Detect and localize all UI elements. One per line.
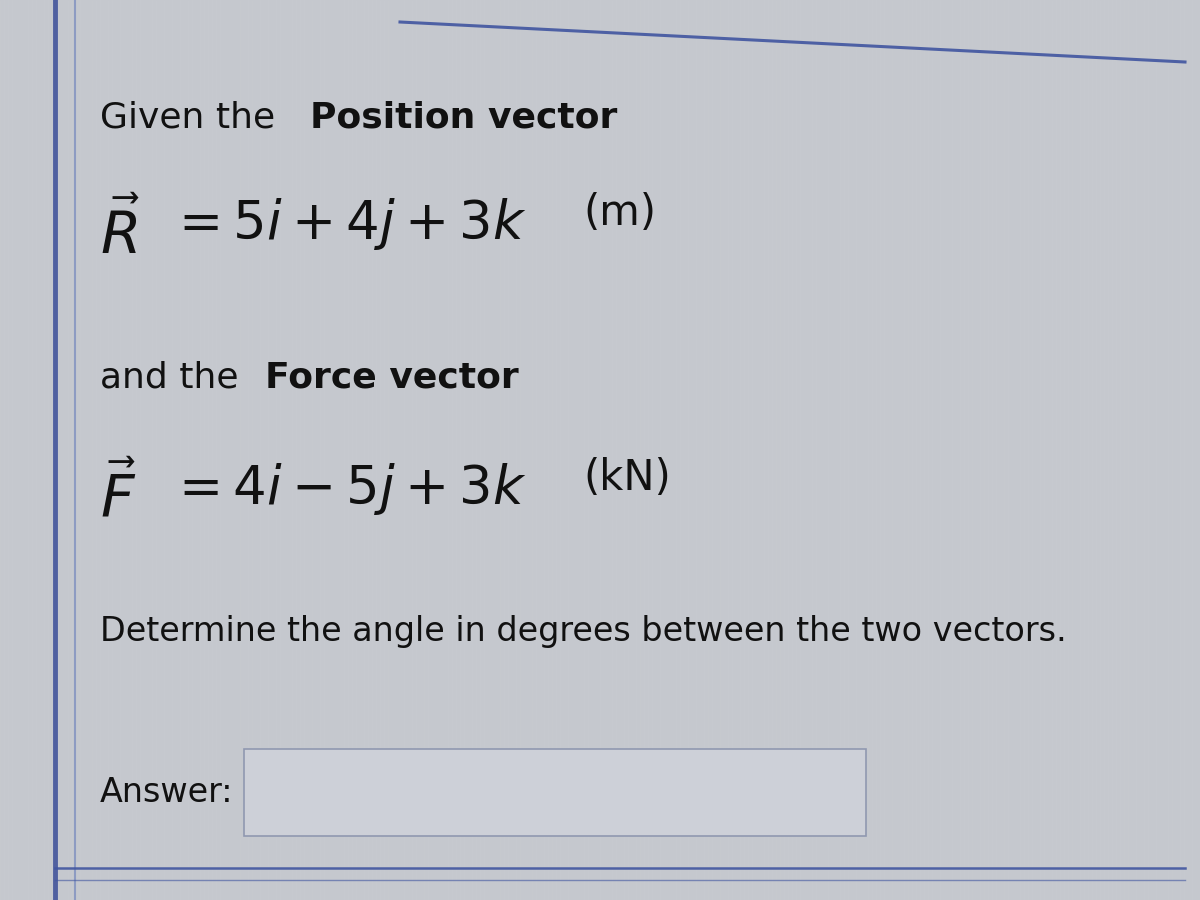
- Text: $= 4i - 5j + 3k$: $= 4i - 5j + 3k$: [168, 461, 527, 517]
- Text: Answer:: Answer:: [100, 776, 234, 809]
- FancyBboxPatch shape: [244, 749, 866, 836]
- Text: Position vector: Position vector: [310, 100, 617, 134]
- Text: Determine the angle in degrees between the two vectors.: Determine the angle in degrees between t…: [100, 615, 1067, 648]
- Text: (m): (m): [583, 192, 656, 234]
- Text: $\vec{F}$: $\vec{F}$: [100, 465, 137, 530]
- Text: Given the: Given the: [100, 100, 287, 134]
- Text: $\vec{R}$: $\vec{R}$: [100, 200, 140, 266]
- Text: and the: and the: [100, 360, 250, 394]
- Text: (kN): (kN): [583, 457, 671, 499]
- Text: Force vector: Force vector: [265, 360, 518, 394]
- Text: $= 5i + 4j + 3k$: $= 5i + 4j + 3k$: [168, 196, 527, 252]
